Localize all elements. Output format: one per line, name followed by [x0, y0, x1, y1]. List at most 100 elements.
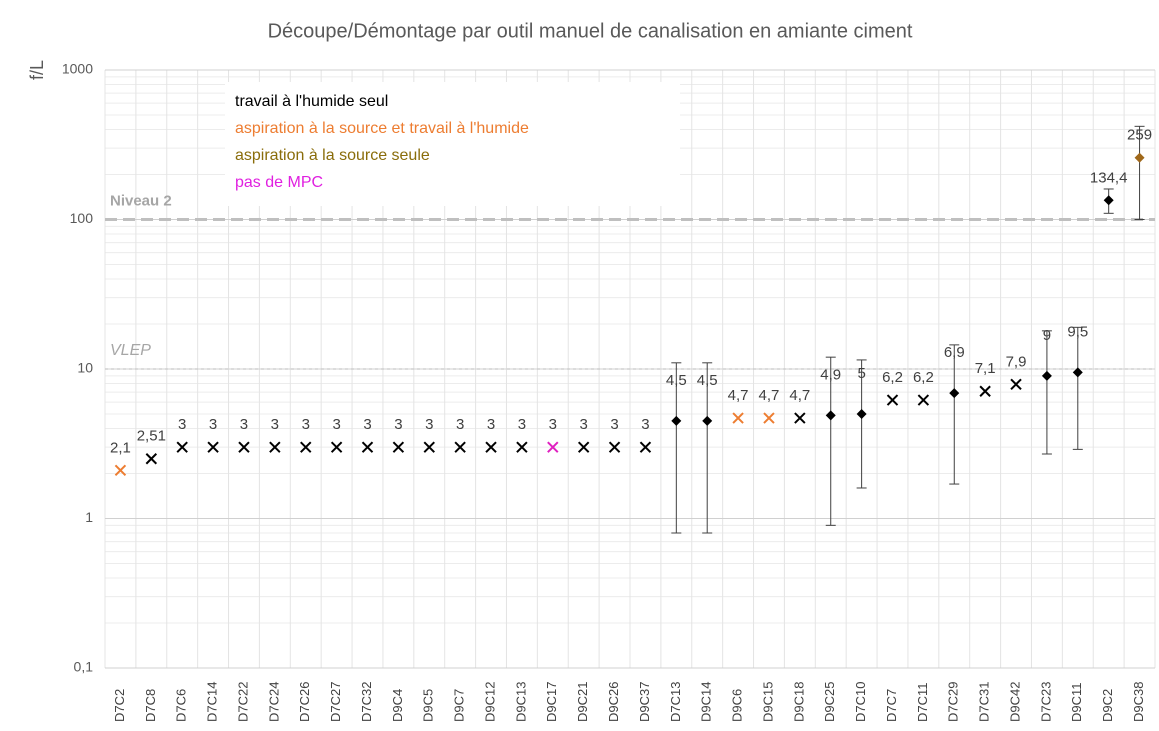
point — [454, 441, 466, 453]
data-label: 5 — [857, 365, 865, 382]
data-label: 4,5 — [697, 372, 718, 389]
point — [330, 441, 343, 453]
data-label: 259 — [1127, 127, 1152, 144]
x-tick-label: D7C6 — [174, 689, 189, 722]
data-label: 134,4 — [1090, 169, 1128, 186]
point — [1010, 378, 1022, 391]
data-label: 3 — [271, 416, 279, 433]
x-tick-label: D7C26 — [297, 682, 312, 722]
x-tick-label: D9C38 — [1131, 682, 1146, 722]
data-label: 9 — [1043, 327, 1051, 344]
data-label: 3 — [178, 416, 186, 433]
x-tick-label: D7C10 — [853, 682, 868, 722]
data-label: 4,9 — [820, 366, 841, 383]
point — [547, 441, 559, 453]
x-tick-label: D9C5 — [421, 689, 436, 722]
point — [145, 453, 158, 465]
point — [917, 394, 930, 406]
data-label: 4,5 — [666, 372, 687, 389]
point — [886, 394, 899, 406]
point — [269, 441, 281, 453]
x-tick-label: D9C21 — [575, 682, 590, 722]
x-tick-label: D7C31 — [977, 682, 992, 722]
data-label: 3 — [363, 416, 371, 433]
x-tick-label: D9C18 — [791, 682, 806, 722]
x-tick-label: D7C22 — [235, 682, 250, 722]
x-tick-label: D9C2 — [1100, 689, 1115, 722]
y-axis-label: f/L — [27, 60, 47, 80]
legend-entry: pas de MPC — [235, 174, 323, 191]
x-tick-label: D7C11 — [915, 682, 930, 722]
x-tick-label: D9C26 — [606, 682, 621, 722]
error-bar — [1134, 125, 1145, 220]
data-label: 4,7 — [759, 387, 780, 404]
data-label: 3 — [518, 416, 526, 433]
x-tick-label: D9C37 — [637, 682, 652, 722]
point — [1103, 195, 1114, 206]
data-label: 3 — [425, 416, 433, 433]
x-tick-label: D7C32 — [359, 682, 374, 722]
reference-label: Niveau 2 — [110, 192, 172, 209]
error-bar — [856, 359, 867, 489]
x-tick-label: D9C25 — [822, 682, 837, 722]
x-tick-label: D9C14 — [699, 682, 714, 722]
error-bar — [1072, 326, 1083, 450]
point — [639, 441, 652, 453]
data-label: 3 — [641, 416, 649, 433]
data-label: 3 — [580, 416, 588, 433]
point — [794, 412, 806, 424]
reference-label: VLEP — [110, 342, 151, 359]
x-tick-label: D9C42 — [1007, 682, 1022, 722]
point — [856, 409, 867, 420]
point — [516, 441, 528, 453]
data-label: 3 — [240, 416, 248, 433]
y-tick-label: 10 — [77, 360, 93, 376]
data-label: 4,7 — [789, 387, 810, 404]
point — [207, 441, 219, 453]
y-tick-label: 1 — [85, 509, 93, 525]
point — [763, 412, 775, 424]
point — [577, 441, 590, 453]
data-label: 7,1 — [975, 360, 996, 377]
point — [608, 441, 621, 453]
x-tick-label: D9C17 — [544, 682, 559, 722]
data-label: 6,2 — [913, 369, 934, 386]
chart-title: Découpe/Démontage par outil manuel de ca… — [268, 20, 913, 42]
x-tick-label: D7C27 — [328, 682, 343, 722]
point — [1134, 152, 1145, 163]
error-bar — [671, 362, 682, 534]
x-tick-label: D7C2 — [112, 689, 127, 722]
point — [300, 441, 312, 453]
x-tick-label: D7C13 — [668, 682, 683, 722]
point — [485, 441, 497, 453]
data-label: 3 — [332, 416, 340, 433]
error-bar — [1041, 330, 1052, 455]
error-bar — [825, 356, 836, 526]
y-tick-label: 100 — [70, 210, 94, 226]
x-tick-label: D7C8 — [143, 689, 158, 722]
data-label: 3 — [456, 416, 464, 433]
data-label: 3 — [549, 416, 557, 433]
x-tick-label: D9C15 — [760, 682, 775, 722]
x-tick-label: D7C24 — [266, 682, 281, 722]
data-label: 3 — [487, 416, 495, 433]
point — [732, 412, 744, 424]
legend-entry: aspiration à la source seule — [235, 147, 430, 164]
y-tick-label: 1000 — [62, 61, 93, 77]
legend: travail à l'humide seul aspiration à la s… — [225, 82, 680, 206]
x-tick-label: D7C14 — [205, 682, 220, 722]
x-tick-label: D7C23 — [1038, 682, 1053, 722]
error-bar — [949, 344, 960, 485]
data-label: 3 — [302, 416, 310, 433]
error-bar — [702, 362, 713, 534]
data-label: 2,51 — [137, 428, 166, 445]
x-tick-label: D9C4 — [390, 689, 405, 722]
point — [825, 410, 836, 421]
data-label: 6,9 — [944, 344, 965, 361]
x-tick-label: D9C7 — [452, 689, 467, 722]
point — [392, 441, 405, 453]
data-label: 2,1 — [110, 439, 131, 456]
x-tick-label: D9C11 — [1069, 682, 1084, 722]
data-label: 3 — [209, 416, 217, 433]
